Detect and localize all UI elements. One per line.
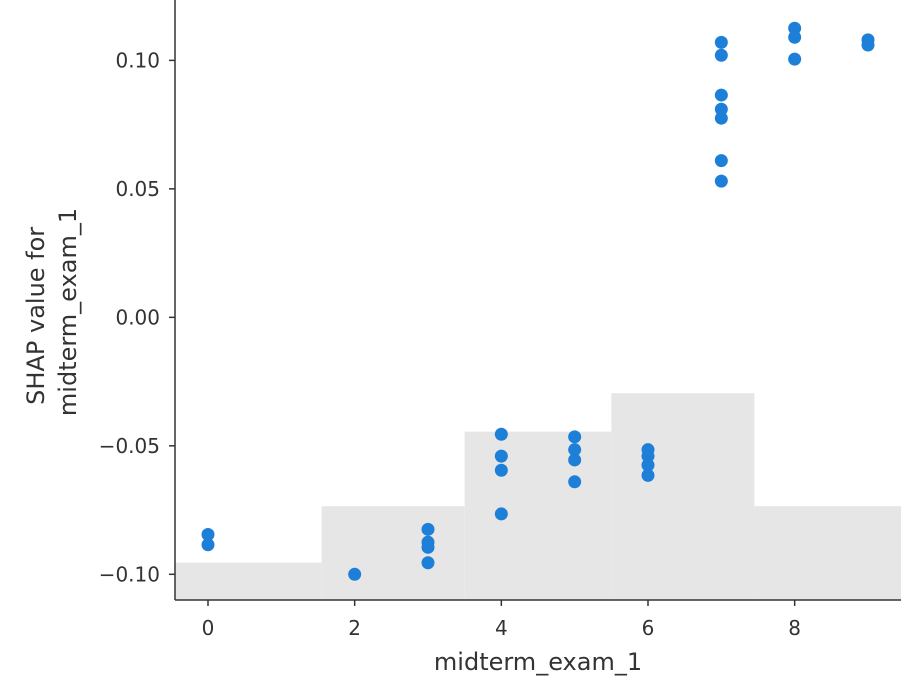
histogram-bar-0	[175, 562, 322, 600]
histogram-bar-4	[754, 506, 901, 600]
data-point	[714, 111, 728, 125]
data-point	[494, 507, 508, 521]
data-point	[568, 430, 582, 444]
y-ticks: −0.10 −0.05 0.00 0.05 0.10	[99, 48, 175, 586]
data-point	[201, 527, 215, 541]
data-point	[494, 427, 508, 441]
histogram-layer	[175, 393, 901, 600]
x-tick-label: 2	[348, 616, 361, 640]
y-axis-title-line-2: midterm_exam_1	[54, 208, 82, 416]
points-layer	[201, 21, 875, 581]
histogram-bar-3	[611, 393, 755, 600]
data-point	[494, 463, 508, 477]
data-point	[788, 21, 802, 35]
data-point	[714, 102, 728, 116]
axes-layer	[174, 0, 901, 601]
y-tick-label: 0.00	[115, 305, 160, 329]
data-point	[714, 174, 728, 188]
y-axis-title-line-1: SHAP value for	[22, 227, 50, 405]
data-point	[788, 52, 802, 66]
data-point	[714, 48, 728, 62]
data-point	[788, 30, 802, 44]
data-point	[568, 475, 582, 489]
data-point	[714, 88, 728, 102]
data-point	[201, 538, 215, 552]
y-tick-label: −0.05	[99, 434, 160, 458]
x-axis-title: midterm_exam_1	[434, 648, 642, 676]
data-point	[861, 38, 875, 52]
histogram-bar-1	[321, 506, 465, 600]
data-point	[568, 443, 582, 457]
y-tick-label: 0.05	[115, 177, 160, 201]
x-tick-label: 4	[495, 616, 508, 640]
x-tick-label: 0	[202, 616, 215, 640]
data-point	[714, 154, 728, 168]
data-point	[641, 458, 655, 472]
data-point	[714, 35, 728, 49]
data-point	[421, 522, 435, 536]
data-point	[641, 449, 655, 463]
data-point	[421, 556, 435, 570]
y-tick-label: 0.10	[115, 48, 160, 72]
histogram-bar-2	[464, 431, 612, 600]
data-point	[421, 540, 435, 554]
data-point	[348, 567, 362, 581]
x-ticks: 0 2 4 6 8	[202, 600, 801, 640]
y-tick-label: −0.10	[99, 562, 160, 586]
data-point	[494, 449, 508, 463]
data-point	[568, 453, 582, 467]
x-tick-label: 8	[788, 616, 801, 640]
data-point	[641, 468, 655, 482]
y-axis-title: SHAP value for midterm_exam_1	[22, 208, 82, 416]
x-tick-label: 6	[642, 616, 655, 640]
